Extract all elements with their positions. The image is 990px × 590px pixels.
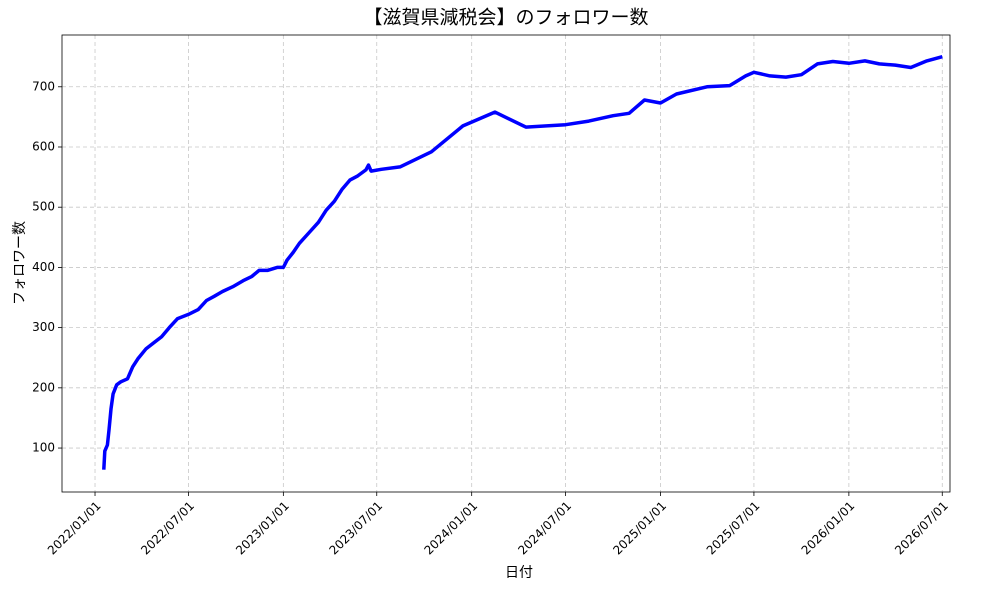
x-tick-label: 2025/01/01 bbox=[610, 499, 669, 558]
series-line bbox=[102, 55, 943, 470]
chart-title: 【滋賀県減税会】のフォロワー数 bbox=[363, 7, 648, 29]
x-tick-label: 2022/07/01 bbox=[138, 499, 197, 558]
x-tick-label: 2025/07/01 bbox=[704, 499, 763, 558]
x-tick-label: 2023/07/01 bbox=[327, 499, 386, 558]
x-tick-label: 2023/01/01 bbox=[233, 499, 292, 558]
plot-frame bbox=[61, 34, 951, 493]
y-tick-label: 500 bbox=[32, 200, 55, 214]
x-tick-label: 2022/01/01 bbox=[45, 499, 104, 558]
y-tick-label: 600 bbox=[32, 139, 55, 153]
y-tick-label: 100 bbox=[32, 441, 55, 455]
y-tick-label: 700 bbox=[32, 79, 55, 93]
x-tick-label: 2024/07/01 bbox=[515, 499, 574, 558]
y-tick-label: 300 bbox=[32, 320, 55, 334]
y-tick-label: 400 bbox=[32, 260, 55, 274]
x-tick-label: 2024/01/01 bbox=[421, 499, 480, 558]
x-axis-label: 日付 bbox=[505, 565, 533, 581]
y-tick-label: 200 bbox=[32, 380, 55, 394]
x-tick-label: 2026/01/01 bbox=[799, 499, 858, 558]
y-axis-label: フォロワー数 bbox=[12, 221, 28, 305]
x-tick-label: 2026/07/01 bbox=[892, 499, 951, 558]
